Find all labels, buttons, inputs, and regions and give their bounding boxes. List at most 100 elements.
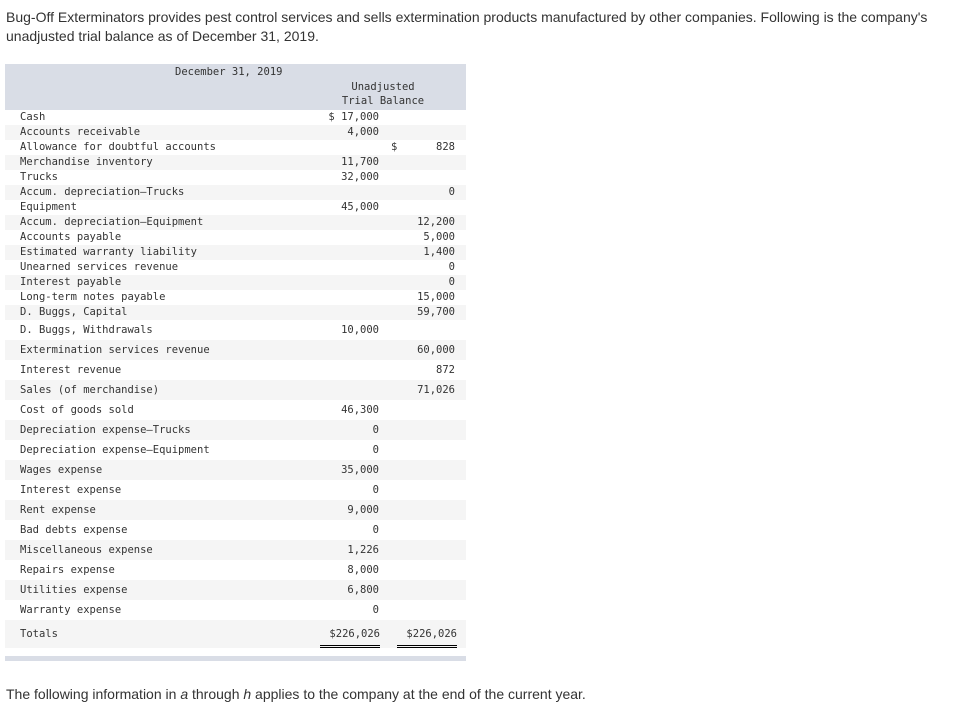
credit-amount: 60,000 — [417, 344, 455, 356]
table-row: Interest payable 0 — [5, 275, 466, 290]
table-row: D. Buggs, Withdrawals 10,000 — [5, 320, 466, 340]
table-row: Sales (of merchandise) 71,026 — [5, 380, 466, 400]
debit-amount: 35,000 — [341, 464, 379, 476]
table-row: Cost of goods sold 46,300 — [5, 400, 466, 420]
account-name: Long-term notes payable — [20, 291, 166, 303]
double-underline — [397, 645, 457, 648]
account-name: Accum. depreciation—Equipment — [20, 216, 204, 228]
table-row: Equipment 45,000 — [5, 200, 466, 215]
debit-amount: 6,800 — [347, 584, 379, 596]
total-debit: $226,026 — [329, 628, 380, 640]
debit-amount: 32,000 — [341, 171, 379, 183]
column-header: Unadjusted Trial Balance — [325, 80, 441, 108]
table-date: December 31, 2019 — [175, 66, 283, 78]
debit-amount: $ 17,000 — [328, 111, 379, 123]
table-row: Interest expense 0 — [5, 480, 466, 500]
double-underline — [320, 645, 380, 648]
debit-amount: 0 — [372, 604, 379, 616]
account-name: Equipment — [20, 201, 77, 213]
column-header-line1: Unadjusted — [351, 81, 415, 93]
debit-amount: 9,000 — [347, 504, 379, 516]
table-row: Accum. depreciation—Trucks 0 — [5, 185, 466, 200]
table-row: Repairs expense 8,000 — [5, 560, 466, 580]
currency-symbol: $ — [391, 141, 398, 153]
debit-amount: 4,000 — [347, 126, 379, 138]
table-row: Bad debts expense 0 — [5, 520, 466, 540]
debit-amount: 46,300 — [341, 404, 379, 416]
table-row: Estimated warranty liability 1,400 — [5, 245, 466, 260]
outro-text: The following information in a through h… — [6, 686, 586, 702]
debit-amount: 0 — [372, 524, 379, 536]
account-name: Bad debts expense — [20, 524, 128, 536]
table-row: Accounts payable 5,000 — [5, 230, 466, 245]
account-name: Wages expense — [20, 464, 103, 476]
debit-amount: 11,700 — [341, 156, 379, 168]
account-name: Allowance for doubtful accounts — [20, 141, 216, 153]
table-row: Warranty expense 0 — [5, 600, 466, 622]
outro-part2: through — [188, 686, 244, 702]
credit-amount: 0 — [448, 186, 455, 198]
outro-a: a — [180, 686, 189, 702]
totals-row: Totals $226,026 $226,026 — [5, 620, 466, 648]
account-name: Depreciation expense—Equipment — [20, 444, 210, 456]
credit-amount: 5,000 — [423, 231, 455, 243]
account-name: D. Buggs, Withdrawals — [20, 324, 153, 336]
table-row: Accounts receivable 4,000 — [5, 125, 466, 140]
table-header: December 31, 2019 Unadjusted Trial Balan… — [5, 64, 466, 110]
account-name: Cash — [20, 111, 46, 123]
table-row: Unearned services revenue 0 — [5, 260, 466, 275]
table-row: Miscellaneous expense 1,226 — [5, 540, 466, 560]
table-row: Wages expense 35,000 — [5, 460, 466, 480]
account-name: Merchandise inventory — [20, 156, 153, 168]
credit-amount: 1,400 — [423, 246, 455, 258]
account-name: Trucks — [20, 171, 58, 183]
outro-h: h — [243, 686, 252, 702]
outro-part3: applies to the company at the end of the… — [251, 686, 586, 702]
account-name: Cost of goods sold — [20, 404, 134, 416]
table-body: Cash $ 17,000 Accounts receivable 4,000 Allo… — [5, 110, 466, 622]
account-name: Utilities expense — [20, 584, 128, 596]
account-name: Rent expense — [20, 504, 96, 516]
credit-amount: 872 — [436, 364, 455, 376]
trial-balance-table: December 31, 2019 Unadjusted Trial Balan… — [5, 64, 466, 661]
account-name: Accum. depreciation—Trucks — [20, 186, 185, 198]
account-name: Unearned services revenue — [20, 261, 179, 273]
debit-amount: 10,000 — [341, 324, 379, 336]
intro-text: Bug-Off Exterminators provides pest cont… — [6, 9, 928, 44]
table-row: Extermination services revenue 60,000 — [5, 340, 466, 360]
debit-amount: 1,226 — [347, 544, 379, 556]
table-row: Allowance for doubtful accounts $828 — [5, 140, 466, 155]
debit-amount: 0 — [372, 424, 379, 436]
table-row: Utilities expense 6,800 — [5, 580, 466, 600]
credit-amount: 0 — [448, 261, 455, 273]
account-name: Accounts payable — [20, 231, 122, 243]
credit-value: 828 — [436, 141, 455, 153]
table-footer-bar — [5, 656, 466, 661]
account-name: Depreciation expense—Trucks — [20, 424, 191, 436]
account-name: Repairs expense — [20, 564, 115, 576]
account-name: Interest revenue — [20, 364, 122, 376]
table-row: Long-term notes payable 15,000 — [5, 290, 466, 305]
account-name: Accounts receivable — [20, 126, 141, 138]
account-name: Estimated warranty liability — [20, 246, 198, 258]
account-name: Sales (of merchandise) — [20, 384, 160, 396]
credit-amount: $828 — [391, 140, 455, 155]
credit-amount: 0 — [448, 276, 455, 288]
column-header-line2: Trial Balance — [341, 95, 425, 107]
table-row: Depreciation expense—Trucks 0 — [5, 420, 466, 440]
debit-amount: 0 — [372, 484, 379, 496]
credit-amount: 12,200 — [417, 216, 455, 228]
account-name: Extermination services revenue — [20, 344, 210, 356]
table-row: Interest revenue 872 — [5, 360, 466, 380]
debit-amount: 45,000 — [341, 201, 379, 213]
table-row: Merchandise inventory 11,700 — [5, 155, 466, 170]
total-credit: $226,026 — [406, 628, 457, 640]
table-row: Trucks 32,000 — [5, 170, 466, 185]
table-row: D. Buggs, Capital 59,700 — [5, 305, 466, 320]
debit-amount: 8,000 — [347, 564, 379, 576]
table-row: Depreciation expense—Equipment 0 — [5, 440, 466, 460]
totals-label: Totals — [20, 628, 58, 640]
debit-amount: 0 — [372, 444, 379, 456]
account-name: Miscellaneous expense — [20, 544, 153, 556]
account-name: Interest payable — [20, 276, 122, 288]
